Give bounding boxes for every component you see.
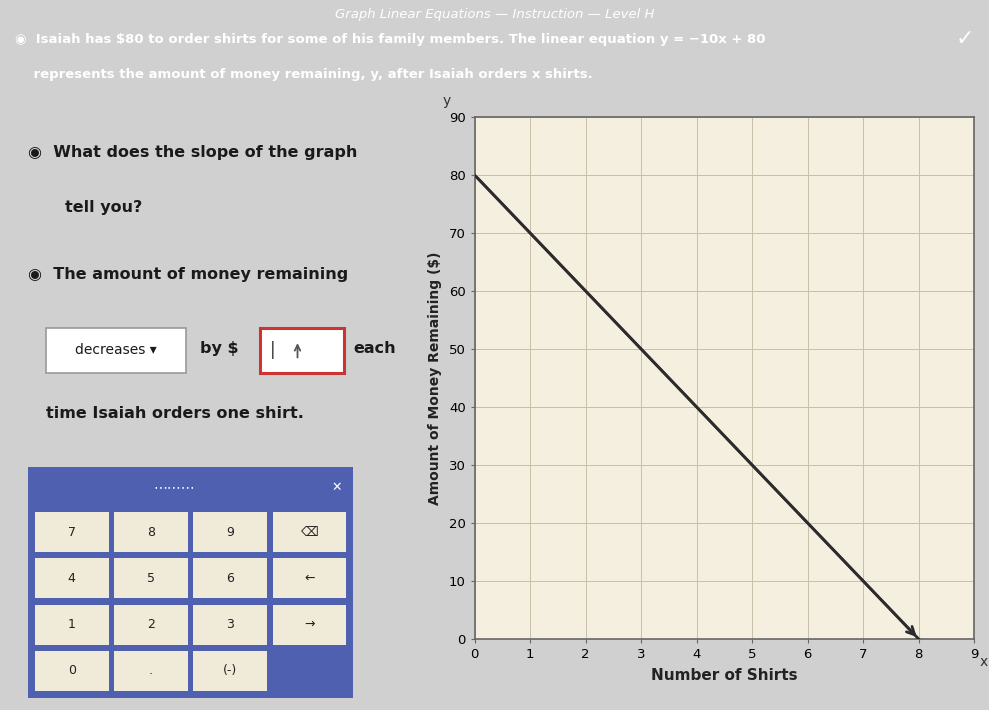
Text: 6: 6	[226, 572, 234, 585]
Bar	[28, 467, 353, 508]
Bar	[194, 604, 267, 645]
Bar	[35, 513, 109, 552]
Text: time Isaiah orders one shirt.: time Isaiah orders one shirt.	[46, 406, 305, 422]
Text: →: →	[305, 618, 315, 631]
Bar	[194, 650, 267, 691]
Bar	[273, 604, 346, 645]
Text: |: |	[270, 342, 275, 359]
Text: (-): (-)	[224, 664, 237, 677]
Text: y: y	[443, 94, 451, 109]
Text: ←: ←	[305, 572, 315, 585]
Bar	[194, 513, 267, 552]
Bar	[194, 559, 267, 599]
Text: 2: 2	[147, 618, 155, 631]
Text: represents the amount of money remaining, y, after Isaiah orders x shirts.: represents the amount of money remaining…	[15, 68, 592, 81]
Bar	[35, 559, 109, 599]
Bar	[28, 467, 353, 698]
Bar	[114, 559, 188, 599]
Text: .: .	[149, 664, 153, 677]
Text: ⌫: ⌫	[301, 526, 318, 539]
Text: ◉  The amount of money remaining: ◉ The amount of money remaining	[28, 267, 348, 282]
Text: ◉  What does the slope of the graph: ◉ What does the slope of the graph	[28, 146, 357, 160]
Bar	[35, 604, 109, 645]
Bar	[114, 604, 188, 645]
Text: ✓: ✓	[955, 29, 974, 49]
Text: ◉  Isaiah has $80 to order shirts for some of his family members. The linear equ: ◉ Isaiah has $80 to order shirts for som…	[15, 33, 765, 46]
Bar	[114, 513, 188, 552]
Text: 5: 5	[147, 572, 155, 585]
Bar	[273, 650, 346, 691]
Text: 4: 4	[68, 572, 75, 585]
Bar	[273, 513, 346, 552]
Text: by $: by $	[200, 342, 238, 356]
Bar	[114, 650, 188, 691]
Text: ⋯⋯⋯: ⋯⋯⋯	[153, 481, 195, 494]
Text: each: each	[353, 342, 396, 356]
X-axis label: Number of Shirts: Number of Shirts	[651, 668, 798, 683]
Bar	[46, 327, 186, 373]
Text: 3: 3	[226, 618, 234, 631]
Text: tell you?: tell you?	[65, 200, 142, 215]
Text: 8: 8	[147, 526, 155, 539]
Bar	[260, 327, 344, 373]
Y-axis label: Amount of Money Remaining ($): Amount of Money Remaining ($)	[428, 251, 442, 505]
Text: 9: 9	[226, 526, 234, 539]
Text: 1: 1	[68, 618, 75, 631]
Text: ✕: ✕	[331, 481, 342, 494]
Text: x: x	[980, 655, 988, 670]
Bar	[35, 650, 109, 691]
Text: Graph Linear Equations — Instruction — Level H: Graph Linear Equations — Instruction — L…	[334, 9, 655, 21]
Text: decreases ▾: decreases ▾	[75, 344, 157, 357]
Text: 7: 7	[67, 526, 76, 539]
Bar	[273, 559, 346, 599]
Text: 0: 0	[67, 664, 76, 677]
